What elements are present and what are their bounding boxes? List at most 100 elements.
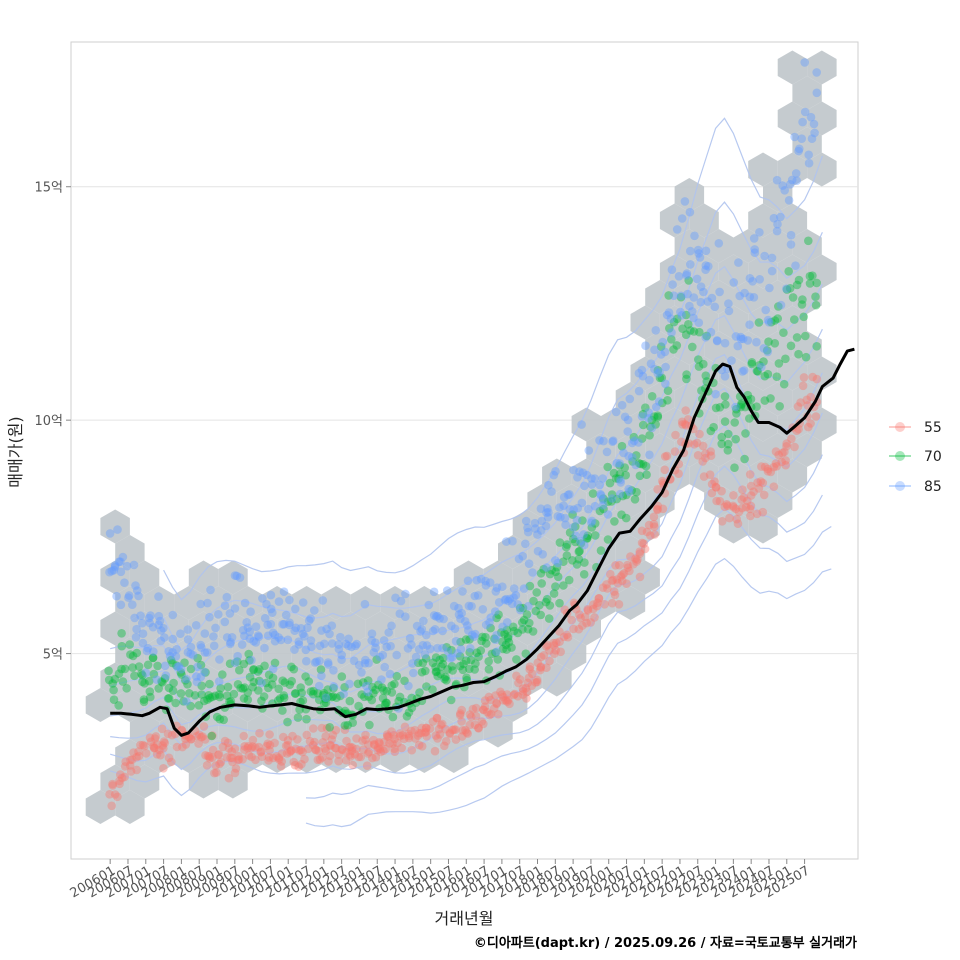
point-55 bbox=[251, 755, 260, 765]
point-55 bbox=[629, 559, 638, 569]
point-85 bbox=[551, 556, 560, 565]
point-55 bbox=[230, 768, 240, 778]
point-70 bbox=[194, 701, 204, 710]
point-55 bbox=[390, 744, 399, 753]
point-55 bbox=[216, 757, 226, 767]
point-55 bbox=[376, 747, 386, 757]
point-70 bbox=[737, 399, 746, 409]
point-85 bbox=[296, 624, 306, 633]
point-85 bbox=[412, 621, 422, 631]
point-55 bbox=[567, 615, 576, 625]
point-55 bbox=[385, 739, 394, 748]
point-55 bbox=[156, 750, 165, 760]
point-70 bbox=[561, 542, 571, 552]
point-70 bbox=[491, 648, 500, 657]
point-85 bbox=[472, 575, 482, 585]
point-85 bbox=[492, 631, 501, 640]
point-70 bbox=[478, 632, 487, 642]
point-55 bbox=[291, 744, 301, 754]
point-85 bbox=[314, 681, 324, 691]
point-55 bbox=[126, 755, 135, 765]
point-55 bbox=[457, 717, 466, 726]
hexbin-cell bbox=[380, 739, 410, 773]
point-70 bbox=[196, 660, 206, 670]
hexbin-cell bbox=[129, 560, 160, 595]
point-70 bbox=[553, 572, 563, 582]
point-85 bbox=[569, 465, 578, 475]
point-70 bbox=[684, 320, 693, 329]
point-70 bbox=[441, 672, 450, 682]
point-55 bbox=[361, 730, 370, 740]
point-85 bbox=[124, 593, 133, 602]
point-85 bbox=[587, 480, 597, 489]
point-55 bbox=[781, 460, 790, 470]
point-85 bbox=[738, 334, 748, 344]
point-85 bbox=[650, 364, 659, 374]
point-55 bbox=[288, 731, 297, 741]
point-70 bbox=[169, 678, 178, 688]
point-55 bbox=[287, 746, 296, 755]
point-70 bbox=[523, 624, 533, 634]
point-55 bbox=[289, 757, 299, 767]
point-55 bbox=[543, 640, 552, 650]
point-85 bbox=[392, 650, 402, 660]
point-85 bbox=[361, 655, 370, 665]
hexbin-cell bbox=[100, 764, 130, 799]
point-70 bbox=[632, 487, 641, 497]
point-85 bbox=[300, 632, 309, 641]
median-price-line bbox=[110, 347, 855, 737]
point-55 bbox=[210, 768, 219, 778]
hexbin-cell bbox=[174, 586, 204, 620]
point-70 bbox=[201, 668, 210, 677]
point-70 bbox=[446, 695, 456, 705]
point-55 bbox=[325, 751, 335, 761]
point-55 bbox=[623, 563, 632, 572]
point-85 bbox=[379, 636, 389, 645]
point-55 bbox=[374, 738, 384, 747]
point-85 bbox=[507, 599, 517, 609]
point-85 bbox=[245, 634, 255, 643]
density-contour bbox=[110, 265, 823, 683]
point-85 bbox=[619, 448, 628, 458]
point-70 bbox=[278, 706, 287, 715]
point-55 bbox=[493, 709, 503, 719]
point-70 bbox=[267, 680, 277, 689]
point-70 bbox=[482, 639, 491, 648]
point-85 bbox=[787, 175, 797, 185]
point-55 bbox=[678, 420, 687, 429]
point-70 bbox=[788, 293, 798, 302]
point-70 bbox=[404, 708, 414, 717]
point-70 bbox=[564, 575, 574, 585]
point-85 bbox=[375, 652, 385, 662]
hexbin-cell bbox=[144, 637, 175, 671]
point-70 bbox=[249, 677, 259, 687]
point-55 bbox=[265, 740, 275, 750]
point-70 bbox=[219, 715, 228, 725]
point-85 bbox=[590, 501, 600, 511]
point-55 bbox=[737, 503, 747, 513]
point-85 bbox=[463, 621, 472, 630]
point-55 bbox=[707, 488, 717, 498]
point-70 bbox=[605, 478, 615, 488]
point-55 bbox=[298, 747, 307, 757]
point-70 bbox=[669, 317, 679, 327]
point-70 bbox=[638, 460, 648, 469]
point-55 bbox=[698, 457, 707, 466]
point-85 bbox=[354, 660, 364, 670]
point-85 bbox=[615, 489, 625, 499]
density-contour bbox=[110, 424, 823, 771]
point-85 bbox=[197, 643, 206, 652]
point-55 bbox=[344, 743, 354, 752]
point-55 bbox=[524, 673, 534, 683]
point-55 bbox=[321, 746, 331, 755]
point-55 bbox=[798, 381, 808, 391]
point-85 bbox=[467, 602, 476, 611]
point-85 bbox=[608, 436, 618, 446]
point-70 bbox=[747, 358, 757, 367]
point-55 bbox=[281, 741, 291, 751]
density-contour bbox=[305, 557, 832, 828]
point-55 bbox=[533, 658, 543, 667]
point-85 bbox=[641, 341, 650, 351]
hexbin-cell bbox=[630, 509, 660, 544]
point-85 bbox=[485, 618, 494, 627]
